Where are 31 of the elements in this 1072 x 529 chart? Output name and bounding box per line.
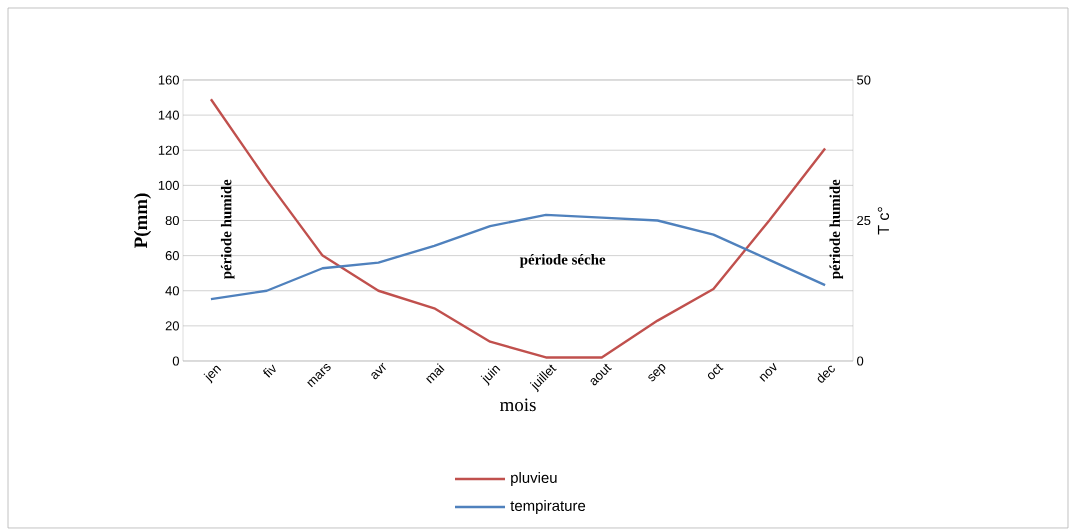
y-tick-label: 160 [158, 75, 179, 85]
y2-tick-label: 50 [857, 75, 871, 85]
y2-tick-label: 0 [857, 356, 864, 366]
x-tick-label: sep [648, 364, 666, 382]
x-tick-label: jen [203, 365, 222, 384]
x-tick-label: dec [817, 365, 835, 383]
x-tick-label: fiv [263, 364, 276, 378]
y-tick-label: 0 [172, 356, 179, 366]
y-tick-label: 60 [165, 251, 179, 261]
y-tick-label: 40 [165, 286, 179, 296]
annotation: période séche [519, 254, 606, 268]
line-series [209, 98, 827, 359]
x-tick-label: avr [371, 362, 386, 380]
y-tick-label: 20 [165, 321, 179, 331]
x-tick-label: juin [480, 365, 501, 386]
legend-label: pluvieu [511, 472, 557, 486]
x-axis-title: mois [500, 398, 536, 412]
x-tick-label: oct [707, 363, 724, 380]
y2-tick-label: 25 [857, 215, 871, 226]
annotation: période humide [829, 179, 844, 280]
y-tick-label: 80 [165, 215, 179, 226]
x-tick-label: aout [590, 363, 612, 386]
x-tick-label: nov [759, 362, 777, 382]
y-axis-title: P(mm) [133, 193, 152, 249]
y-tick-label: 120 [158, 145, 179, 155]
legend-label: tempirature [510, 500, 586, 514]
y2-axis-title: T c° [877, 207, 890, 235]
y-tick-label: 140 [158, 110, 179, 120]
x-tick-label: mai [426, 363, 445, 384]
y-tick-label: 100 [158, 180, 179, 190]
annotation: période humide [220, 179, 235, 280]
